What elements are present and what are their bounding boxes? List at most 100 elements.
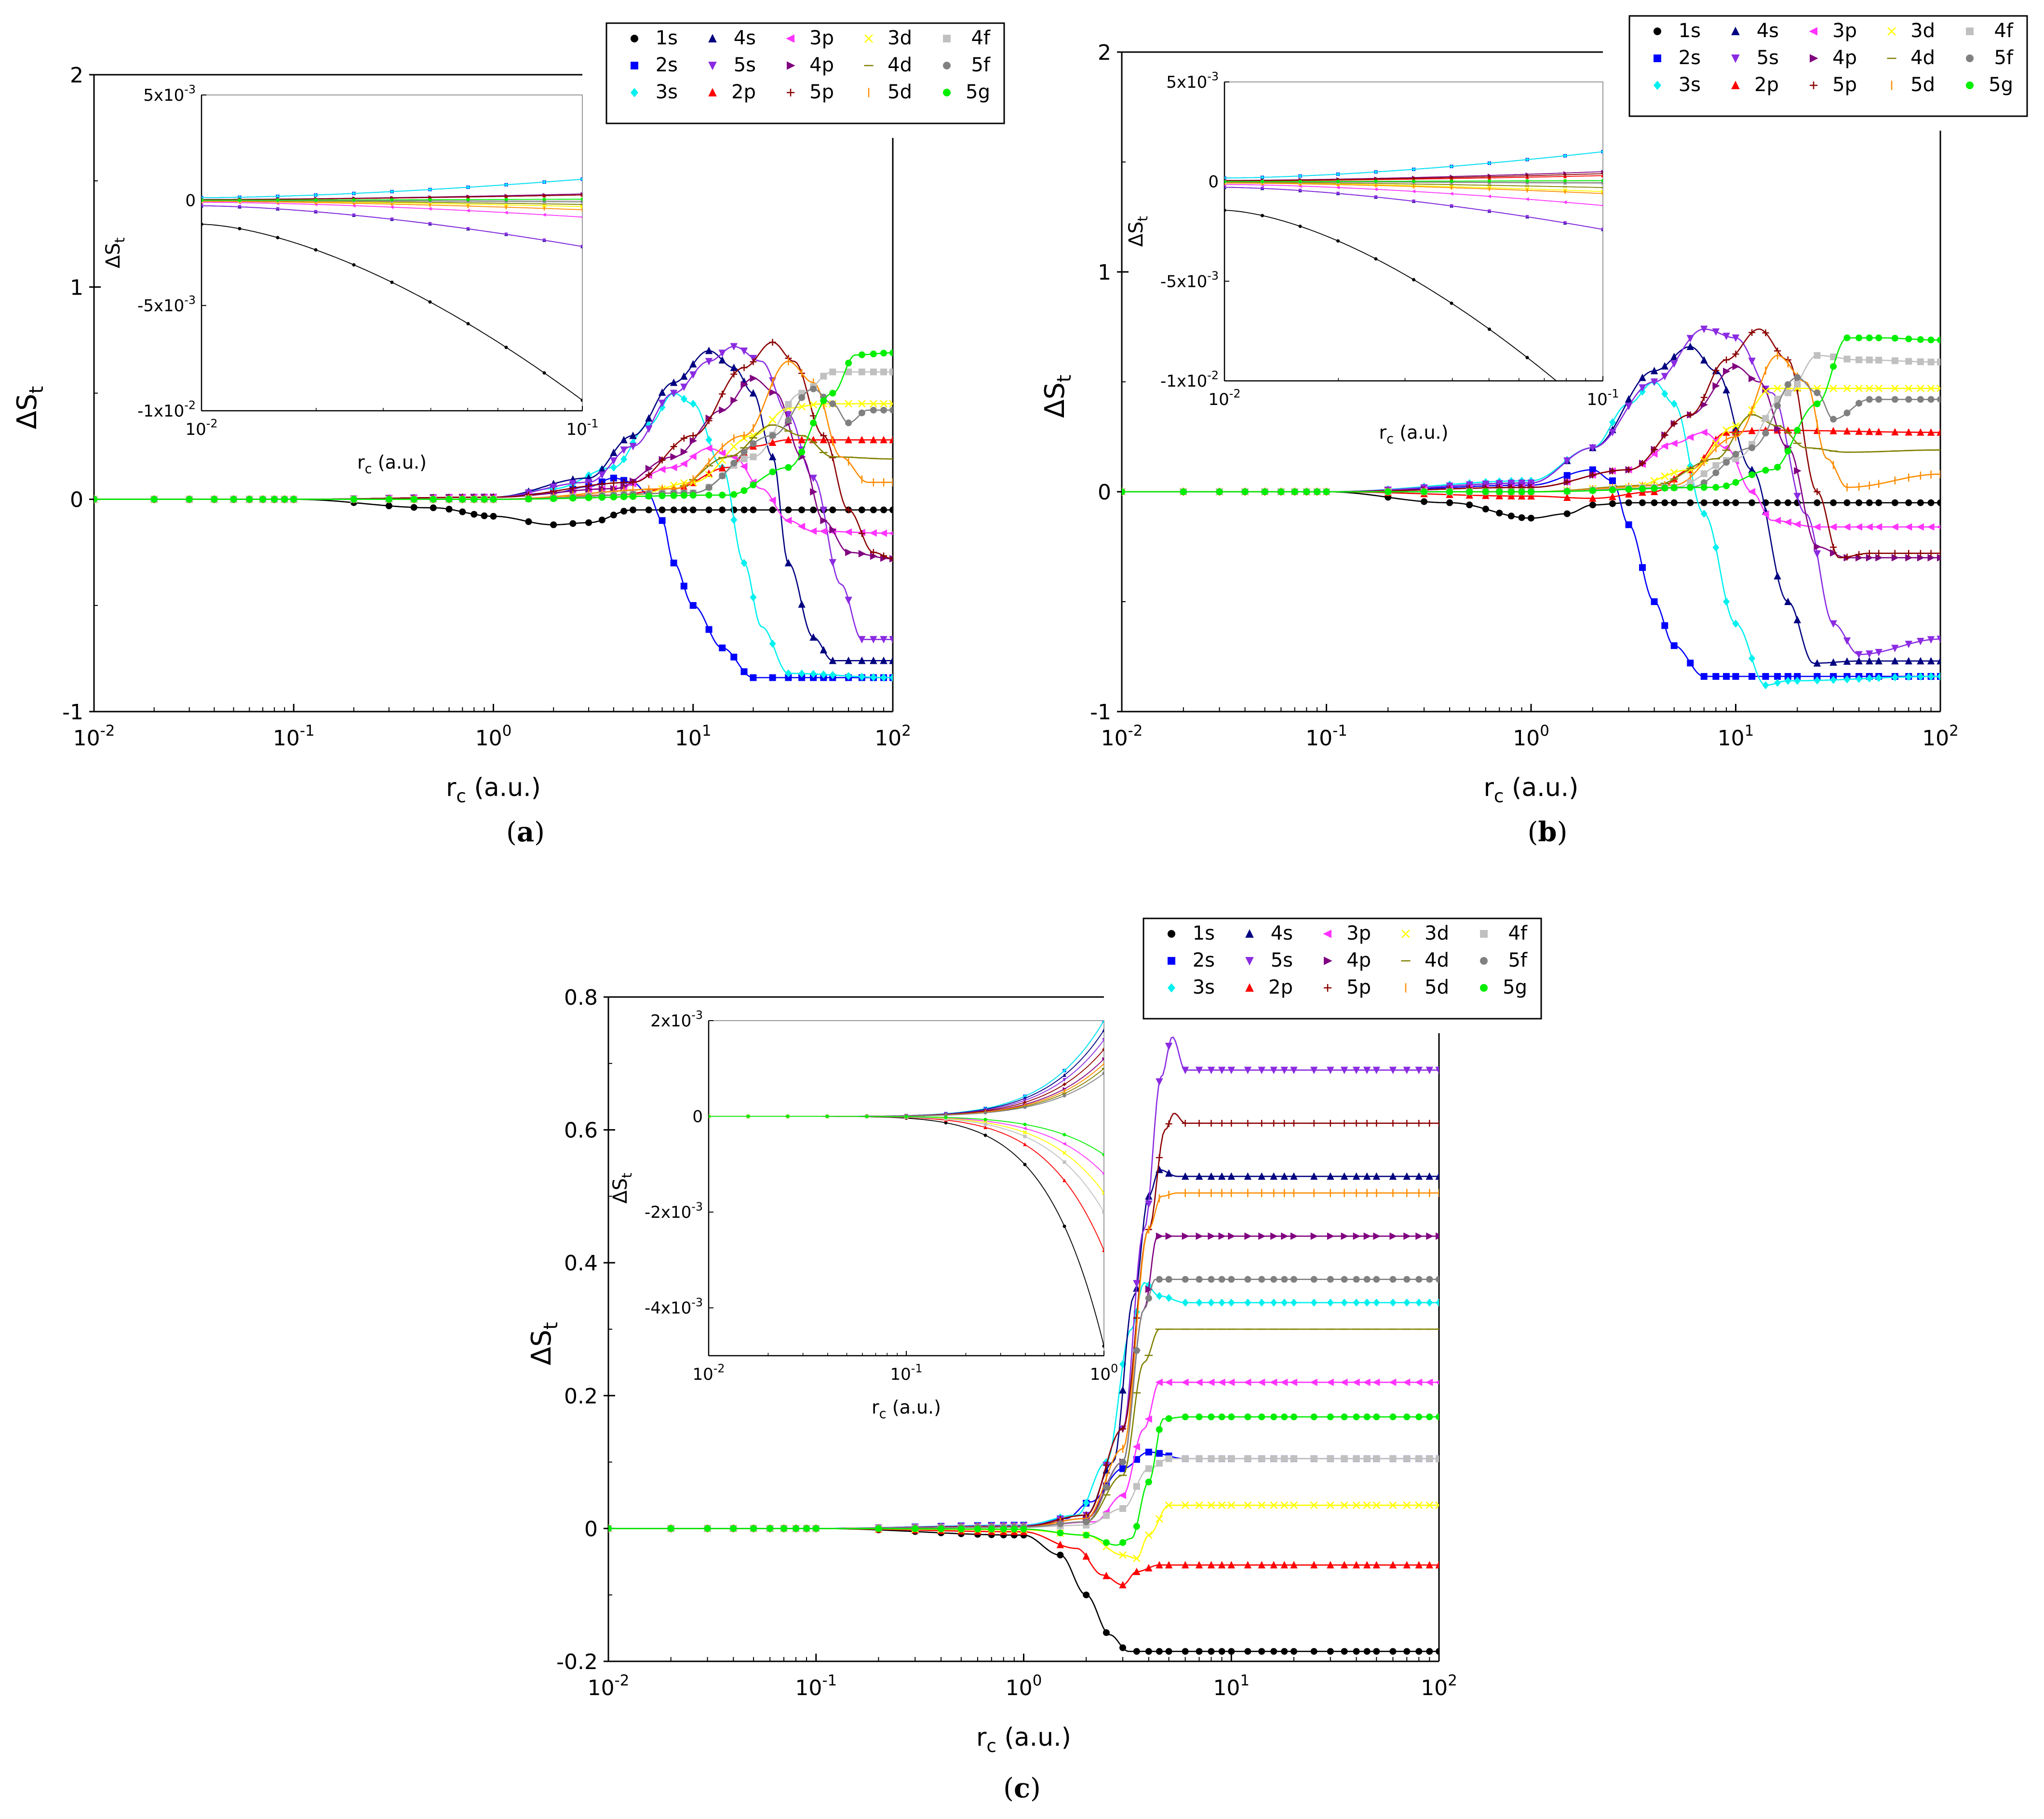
data-marker	[1426, 1276, 1433, 1283]
data-marker	[1195, 1066, 1203, 1074]
data-marker	[1412, 189, 1415, 193]
data-marker	[1022, 1126, 1027, 1131]
data-marker	[1830, 499, 1837, 506]
y-tick-label: 0.8	[564, 985, 598, 1010]
legend-label-4s: 4s	[734, 27, 756, 49]
data-marker	[1865, 384, 1873, 392]
data-marker	[1488, 161, 1491, 165]
inset-y-axis-label: ΔSt	[1125, 216, 1151, 247]
data-marker	[1525, 356, 1529, 360]
x-axis-label: rc (a.u.)	[1484, 773, 1579, 807]
panel-caption: (a)	[506, 816, 545, 848]
data-marker	[1218, 1276, 1225, 1283]
data-marker	[719, 506, 726, 513]
data-marker	[1723, 356, 1730, 364]
legend-label-5s: 5s	[1271, 949, 1293, 971]
data-marker	[1774, 464, 1781, 471]
data-marker	[1794, 467, 1802, 475]
data-marker	[670, 463, 677, 472]
data-marker	[1661, 362, 1668, 370]
data-marker	[1182, 1119, 1189, 1127]
data-marker	[428, 222, 432, 226]
data-marker	[1722, 428, 1730, 436]
data-marker	[1373, 187, 1378, 191]
data-marker	[645, 471, 652, 478]
data-marker	[1563, 457, 1571, 465]
data-marker	[780, 1525, 788, 1532]
data-marker	[1563, 179, 1567, 183]
data-marker	[880, 406, 888, 414]
data-marker	[870, 636, 877, 644]
data-marker	[858, 409, 865, 417]
data-marker	[1412, 176, 1415, 180]
data-marker	[1403, 1455, 1411, 1462]
data-marker	[1712, 499, 1720, 506]
data-marker	[1352, 1378, 1360, 1386]
data-marker	[1609, 477, 1616, 485]
data-marker	[785, 506, 792, 513]
data-marker	[1865, 523, 1873, 531]
data-marker	[1102, 1210, 1104, 1214]
data-marker	[740, 487, 748, 494]
data-marker	[1280, 1172, 1288, 1180]
data-marker	[1363, 1172, 1371, 1180]
data-marker	[1917, 336, 1924, 343]
data-marker	[1314, 488, 1321, 495]
data-marker	[1363, 1298, 1371, 1307]
legend-label-3d: 3d	[1425, 922, 1449, 944]
data-marker	[769, 506, 776, 513]
data-marker	[1336, 186, 1340, 189]
data-marker	[1403, 1501, 1411, 1509]
data-marker	[598, 481, 605, 488]
data-marker	[1403, 1119, 1411, 1127]
data-marker	[829, 526, 837, 534]
data-marker	[1875, 334, 1883, 341]
data-marker	[1866, 550, 1873, 557]
data-marker	[620, 508, 628, 515]
data-marker	[944, 1116, 948, 1119]
data-marker	[1887, 27, 1896, 36]
data-marker	[810, 670, 817, 678]
data-marker	[829, 559, 836, 567]
data-marker	[689, 506, 697, 513]
data-marker	[1589, 444, 1597, 452]
data-marker	[1281, 1276, 1288, 1283]
data-marker	[1814, 676, 1821, 685]
data-marker	[858, 673, 865, 681]
data-marker	[1563, 221, 1567, 225]
data-marker	[1905, 358, 1912, 365]
data-marker	[880, 368, 888, 376]
data-marker	[490, 512, 497, 520]
inset-x-tick-label: 10-2	[1209, 387, 1241, 409]
data-marker	[1712, 543, 1720, 552]
data-marker	[845, 360, 852, 367]
legend-label-4d: 4d	[1910, 47, 1935, 69]
data-marker	[1353, 1455, 1360, 1462]
data-marker	[659, 492, 666, 499]
data-marker	[585, 482, 592, 489]
data-marker	[1062, 1142, 1066, 1146]
data-marker	[680, 448, 688, 456]
data-marker	[1310, 1298, 1318, 1307]
data-marker	[1436, 1276, 1439, 1283]
data-marker	[1927, 358, 1935, 365]
data-marker	[1843, 553, 1851, 561]
data-marker	[1245, 929, 1254, 938]
data-marker	[1102, 1248, 1104, 1253]
data-marker	[1784, 518, 1791, 526]
data-marker	[730, 443, 738, 451]
data-marker	[1774, 572, 1781, 579]
data-marker	[1261, 179, 1264, 183]
data-marker	[1650, 450, 1658, 458]
data-marker	[820, 373, 827, 380]
data-marker	[705, 471, 713, 479]
data-marker	[1218, 1066, 1226, 1074]
data-marker	[1495, 480, 1503, 488]
data-marker	[1373, 1413, 1380, 1420]
data-marker	[1281, 1119, 1288, 1127]
data-marker	[1830, 675, 1837, 684]
data-marker	[1224, 179, 1226, 183]
data-marker	[1436, 1413, 1439, 1420]
inset-x-axis-label: rc (a.u.)	[357, 452, 427, 477]
data-marker	[1412, 167, 1415, 172]
